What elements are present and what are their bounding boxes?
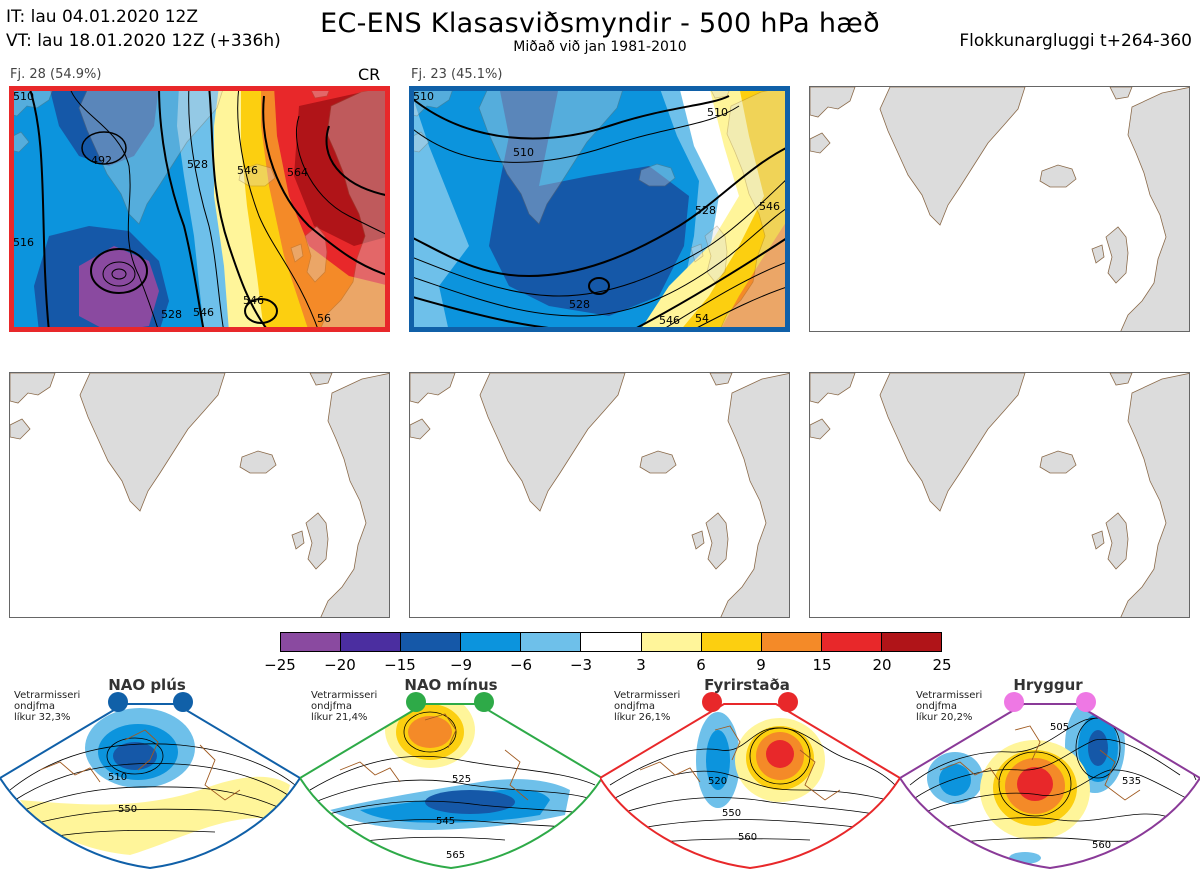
regime-marker — [108, 692, 128, 712]
regime-3-name: Fyrirstaða — [704, 676, 790, 694]
regime-1-map[interactable]: 510 550 — [0, 690, 300, 871]
regime-1-info: Vetrarmisseri ondjfma líkur 32,3% — [14, 690, 81, 723]
colorbar-tick-label: −6 — [509, 656, 533, 674]
contour-label: 560 — [1092, 840, 1111, 851]
contour-label: 550 — [118, 804, 137, 815]
regime-marker — [1004, 692, 1024, 712]
contour-label: 528 — [187, 158, 208, 171]
colorbar-tick-label: 6 — [696, 656, 706, 674]
page-subtitle: Miðað við jan 1981-2010 — [513, 39, 687, 55]
contour-label: 560 — [738, 832, 757, 843]
colorbar-swatch — [581, 633, 642, 651]
colorbar-tick-label: −20 — [324, 656, 356, 674]
contour-label: 510 — [707, 106, 728, 119]
cluster-1-border — [9, 86, 390, 332]
colorbar-swatch — [281, 633, 342, 651]
cluster-1-map[interactable]: 510 492 528 546 564 546 516 528 546 56 — [9, 86, 390, 332]
contour-label: 525 — [452, 774, 471, 785]
regime-marker — [702, 692, 722, 712]
colorbar-tick-label: −9 — [449, 656, 473, 674]
regime-marker — [1076, 692, 1096, 712]
valid-time: VT: lau 18.01.2020 12Z (+336h) — [6, 31, 281, 51]
contour-label: 510 — [413, 90, 434, 103]
contour-label: 492 — [91, 154, 112, 167]
cluster-1-label: Fj. 28 (54.9%) — [10, 67, 102, 82]
regime-marker — [778, 692, 798, 712]
colorbar-swatch — [641, 633, 702, 651]
regime-4-name: Hryggur — [1013, 676, 1083, 694]
contour-label: 510 — [13, 90, 34, 103]
regime-marker — [474, 692, 494, 712]
regime-4-info: Vetrarmisseri ondjfma líkur 20,2% — [916, 690, 983, 723]
contour-label: 546 — [243, 294, 264, 307]
contour-label: 528 — [161, 308, 182, 321]
regime-2-name: NAO mínus — [404, 676, 498, 694]
empty-map-panel — [809, 372, 1190, 618]
colorbar-tick-label: −25 — [264, 656, 296, 674]
classification-window: Flokkunargluggi t+264-360 — [959, 31, 1192, 51]
init-time: IT: lau 04.01.2020 12Z — [6, 7, 198, 27]
regime-2-map[interactable]: 525 545 565 — [300, 690, 602, 871]
cluster-2-border — [409, 86, 790, 332]
contour-label: 564 — [287, 166, 308, 179]
contour-label: 510 — [513, 146, 534, 159]
regime-1-name: NAO plús — [108, 676, 186, 694]
contour-label: 516 — [13, 236, 34, 249]
colorbar-swatch — [521, 633, 582, 651]
contour-label: 505 — [1050, 722, 1069, 733]
colorbar-swatch — [401, 633, 462, 651]
contour-label: 54 — [695, 312, 709, 325]
cluster-2-map[interactable]: 510 510 528 546 528 510 546 54 — [409, 86, 790, 332]
colorbar-swatch — [821, 633, 882, 651]
colorbar-tick-label: 25 — [932, 656, 952, 674]
cluster-2-label: Fj. 23 (45.1%) — [411, 67, 503, 82]
anomaly-negative-purple — [79, 246, 159, 332]
page-title: EC-ENS Klasasviðsmyndir - 500 hPa hæð — [320, 8, 880, 39]
regime-marker — [406, 692, 426, 712]
anomaly-colorbar — [280, 632, 942, 652]
colorbar-swatch — [881, 633, 942, 651]
regime-4-map[interactable]: 505 535 560 — [900, 690, 1200, 871]
regime-3-info: Vetrarmisseri ondjfma líkur 26,1% — [614, 690, 681, 723]
colorbar-swatch — [461, 633, 522, 651]
contour-label: 546 — [193, 306, 214, 319]
colorbar-tick-label: −15 — [384, 656, 416, 674]
colorbar-swatch — [341, 633, 402, 651]
contour-label: 510 — [108, 772, 127, 783]
contour-label: 546 — [659, 314, 680, 327]
regime-2-info: Vetrarmisseri ondjfma líkur 21,4% — [311, 690, 378, 723]
contour-label: 546 — [759, 200, 780, 213]
contour-label: 520 — [708, 776, 727, 787]
colorbar-tick-label: 9 — [756, 656, 766, 674]
empty-map-panel — [809, 86, 1190, 332]
contour-label: 56 — [317, 312, 331, 325]
contour-label: 535 — [1122, 776, 1141, 787]
cluster-1-tag: CR — [358, 65, 381, 84]
colorbar-swatch — [701, 633, 762, 651]
contour-label: 528 — [695, 204, 716, 217]
colorbar-tick-label: 15 — [812, 656, 832, 674]
colorbar-tick-label: −3 — [569, 656, 593, 674]
regime-3-map[interactable]: 520 550 560 — [600, 690, 900, 871]
colorbar-tick-label: 3 — [636, 656, 646, 674]
contour-label: 545 — [436, 816, 455, 827]
colorbar-swatch — [761, 633, 822, 651]
empty-map-panel — [409, 372, 790, 618]
empty-map-panel — [9, 372, 390, 618]
contour-label: 546 — [237, 164, 258, 177]
regime-marker — [173, 692, 193, 712]
colorbar-tick-label: 20 — [872, 656, 892, 674]
contour-label: 550 — [722, 808, 741, 819]
contour-label: 565 — [446, 850, 465, 861]
contour-label: 528 — [569, 298, 590, 311]
